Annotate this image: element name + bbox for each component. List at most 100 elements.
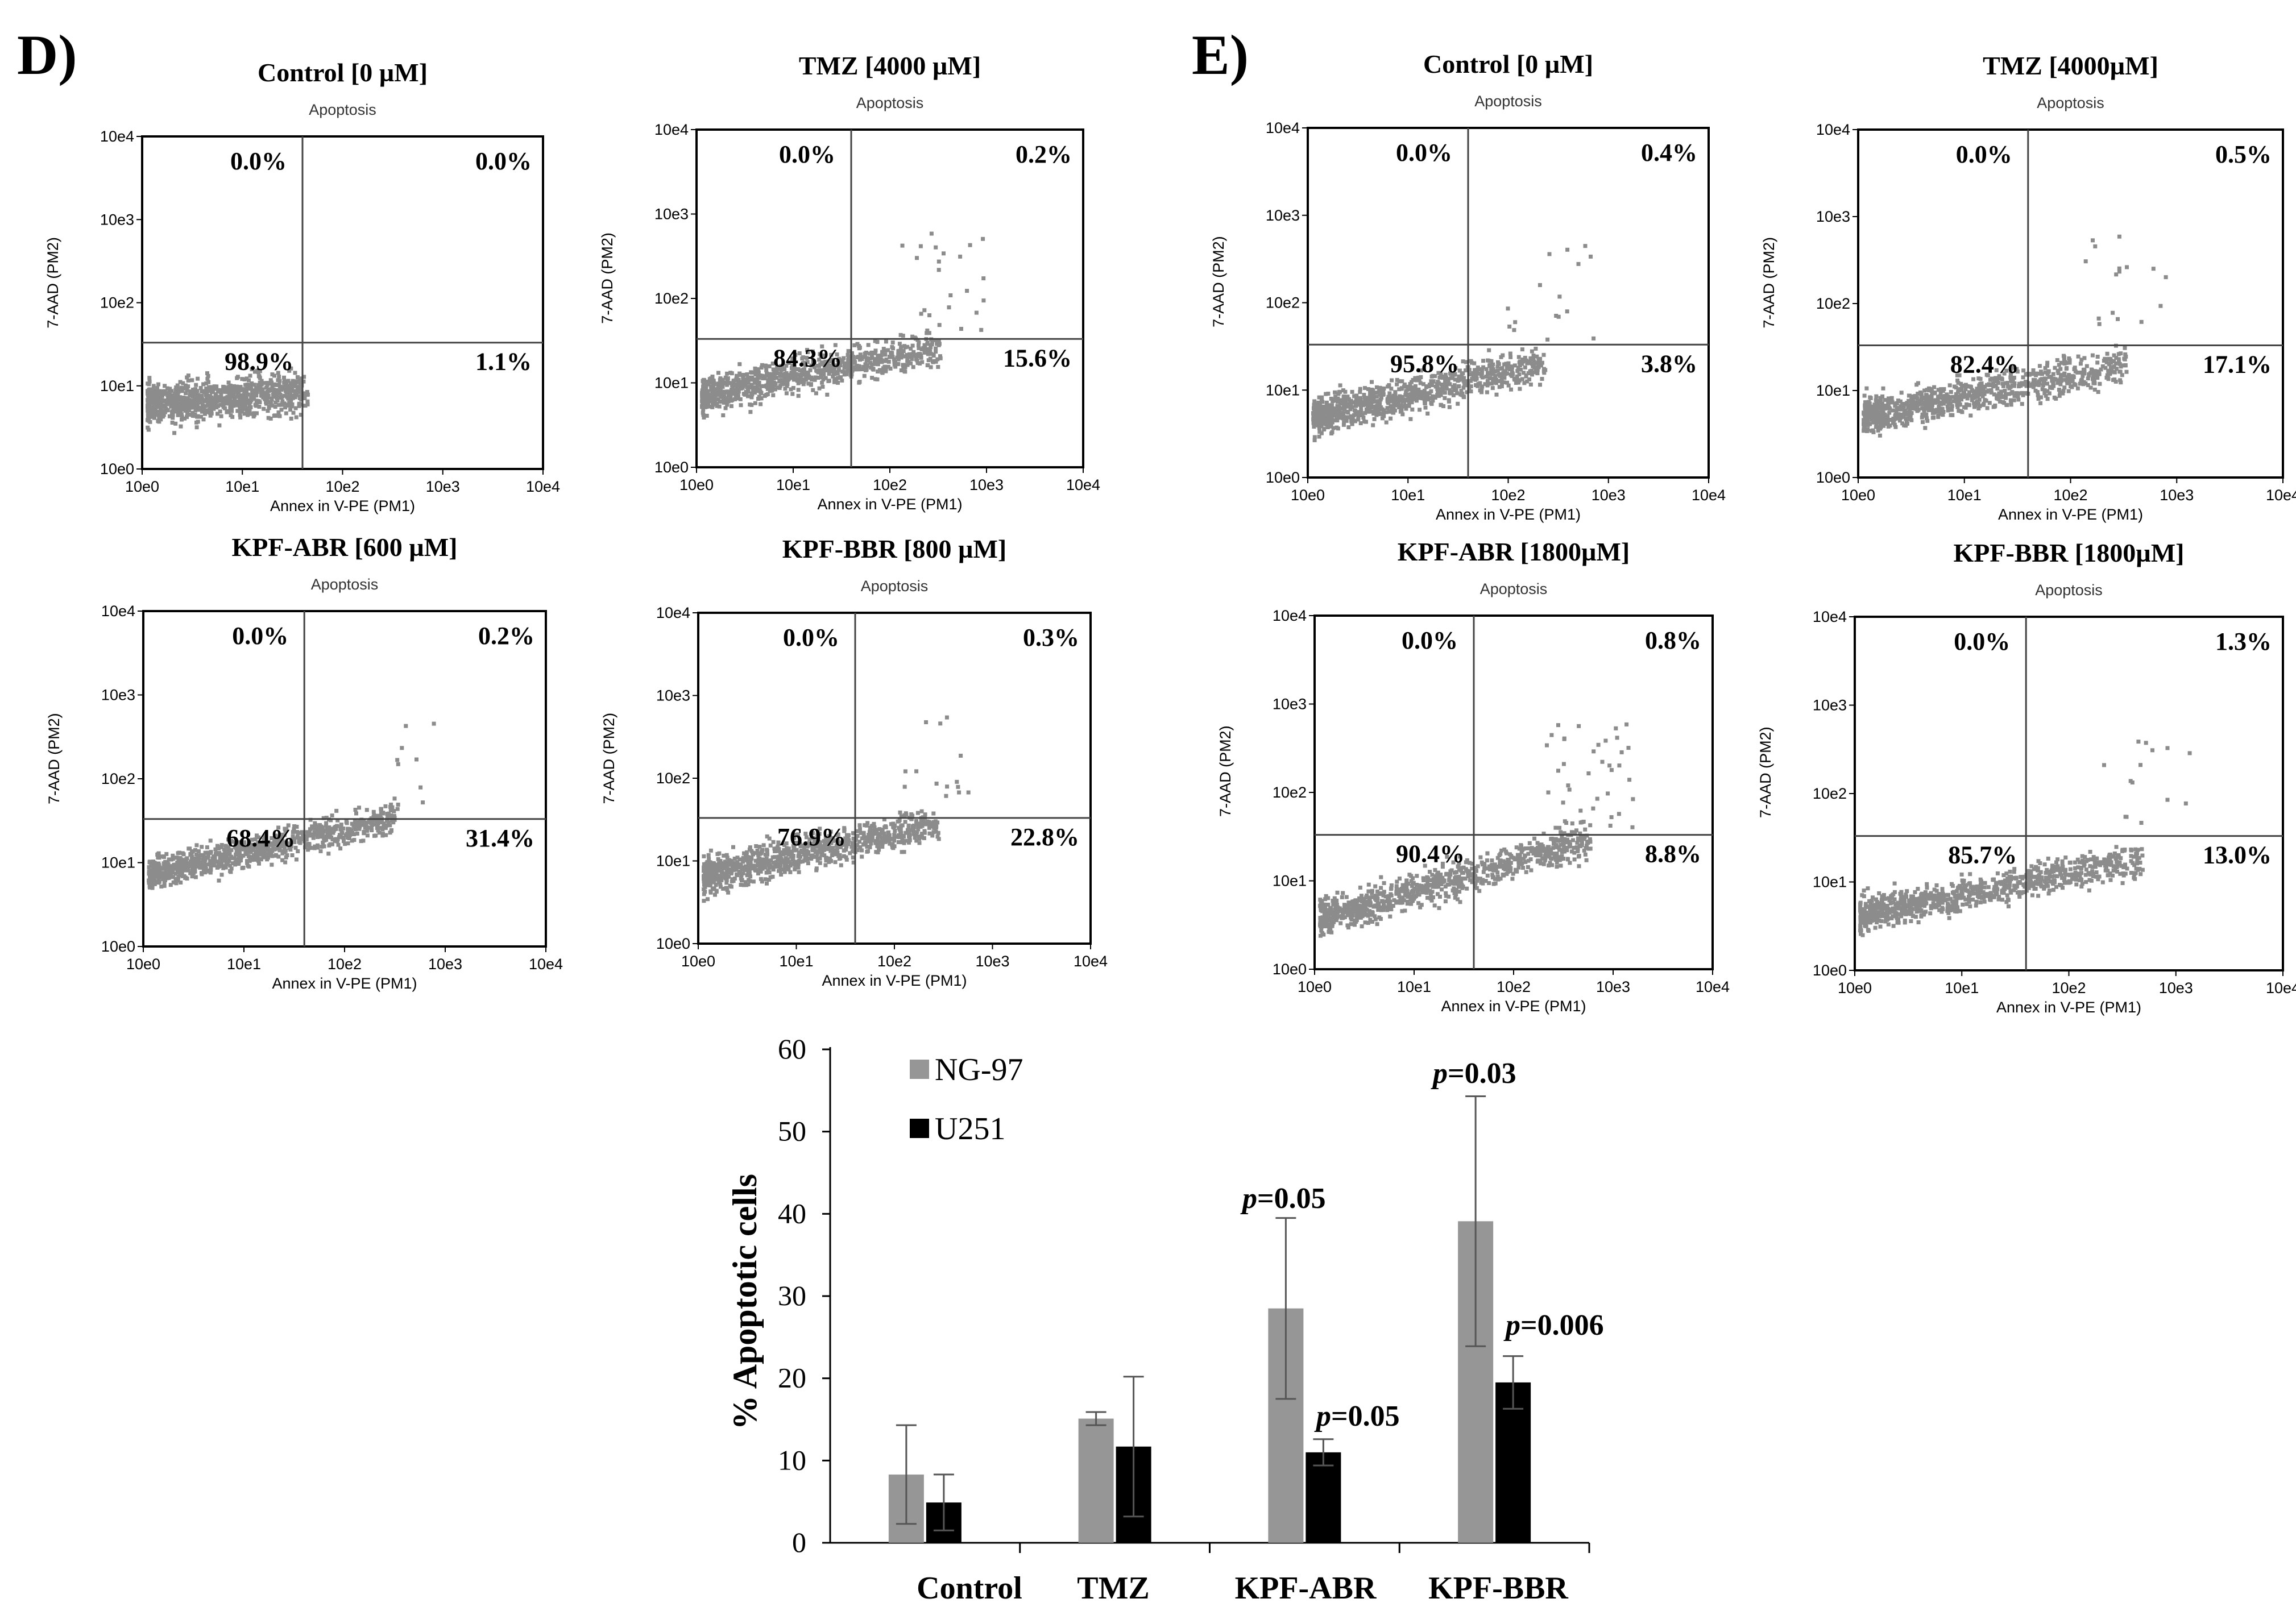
event-dot [195,414,200,419]
plot-frame [697,612,1092,945]
event-dot [1456,401,1460,406]
event-dot [1404,393,1408,397]
event-dot [270,862,274,867]
event-dot [755,385,760,390]
event-dot [1881,423,1886,428]
event-dot [264,385,268,390]
event-dot [895,834,900,839]
event-dot [1505,363,1510,368]
dot-cloud [146,366,310,435]
quadrant-upper-left: 0.0% [1396,139,1452,167]
event-dot [1361,416,1366,420]
event-dot [716,397,720,401]
event-dot [1427,384,1431,389]
event-dot [181,863,186,868]
event-dot [918,362,922,366]
event-dot [1410,385,1414,390]
event-dot [762,857,766,862]
event-dot [1357,402,1362,407]
event-dot [728,371,733,375]
event-dot [756,388,761,392]
event-dot [801,382,806,387]
event-dot [1535,354,1539,359]
plot-subtitle: Apoptosis [856,94,924,111]
event-dot [1462,395,1466,400]
event-dot [844,848,848,852]
x-tick-label: 10e3 [975,953,1009,970]
event-dot [1407,404,1411,408]
event-dot [877,832,882,836]
event-dot [934,346,938,351]
event-dot [754,844,759,848]
event-dot [229,855,234,860]
event-dot [917,841,922,845]
event-dot [277,848,282,853]
event-dot [1528,369,1532,373]
event-dot [725,371,730,376]
event-dot [726,860,731,865]
event-dot [149,412,153,417]
event-dot [1506,383,1511,388]
event-dot [1374,385,1379,389]
event-dot [212,406,216,411]
event-dot [1945,404,1950,409]
event-dot [1396,401,1400,406]
event-dot [876,354,880,358]
event-dot [784,841,789,846]
event-dot [822,368,826,373]
event-dot [916,343,921,348]
event-dot [242,841,247,845]
event-dot [1456,378,1460,382]
event-dot [743,880,748,885]
event-dot [308,831,312,835]
x-axis-label: Annex in V-PE (PM1) [270,497,415,514]
event-dot [1538,383,1542,387]
event-dot [836,380,840,385]
event-dot [384,833,388,837]
event-dot [2086,383,2090,387]
event-dot [218,409,222,414]
event-dot [290,853,295,857]
event-dot [1455,391,1459,396]
event-dot [283,405,288,410]
event-dot [805,841,809,845]
event-dot [729,867,733,872]
event-dot [208,394,213,398]
plot-title: TMZ [4000µM] [1983,51,2158,80]
event-dot [741,392,746,396]
event-dot [1457,384,1461,388]
event-dot [729,404,733,408]
event-dot [783,848,788,853]
event-dot [2044,393,2048,398]
event-dot [811,361,815,366]
event-dot [1901,415,1906,420]
event-dot [926,358,931,363]
event-dot [367,820,372,824]
event-dot [738,871,743,875]
event-dot [1464,360,1468,364]
event-dot [260,845,264,849]
event-dot [1378,393,1382,397]
event-dot [219,393,223,397]
event-dot [1513,377,1518,381]
y-tick-label: 10e2 [656,770,690,787]
event-dot [720,382,724,387]
event-dot [904,838,908,843]
event-dot [706,853,711,857]
event-dot [893,364,898,369]
event-dot [225,861,230,866]
y-tick-label: 10e3 [654,206,689,223]
y-tick-label: 10e0 [654,459,689,476]
event-dot [255,368,259,373]
event-dot [358,821,363,825]
event-dot [818,844,822,848]
event-dot [284,827,289,831]
event-dot [392,813,396,818]
event-dot [199,408,203,412]
event-dot [2011,366,2015,370]
event-dot [1372,404,1377,409]
event-dot [263,834,267,838]
event-dot [815,369,819,373]
event-dot [1410,390,1414,394]
event-dot [776,840,781,845]
